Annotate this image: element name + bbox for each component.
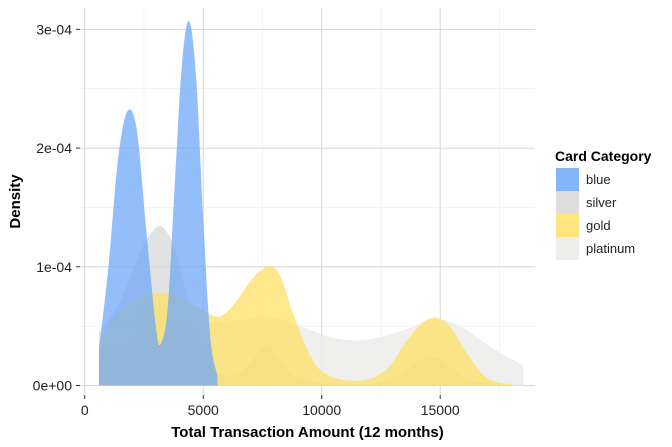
- x-tick-label: 15000: [421, 402, 460, 418]
- y-tick-label: 2e-04: [36, 140, 72, 156]
- legend-swatch-gold: [556, 214, 579, 237]
- legend-swatch-silver: [556, 191, 579, 214]
- density-areas: [98, 20, 524, 386]
- plot-panel: [80, 8, 535, 395]
- legend-label-silver: silver: [586, 195, 617, 210]
- x-tick-label: 5000: [188, 402, 219, 418]
- legend-swatch-blue: [556, 168, 579, 191]
- legend-items: blue silver gold platinum: [556, 168, 635, 260]
- legend-title: Card Category: [555, 148, 652, 164]
- x-axis-ticks: 0 5000 10000 15000: [81, 395, 460, 418]
- legend: Card Category blue silver gold platinum: [555, 148, 652, 260]
- legend-label-gold: gold: [586, 218, 611, 233]
- x-axis-title: Total Transaction Amount (12 months): [171, 424, 444, 441]
- x-tick-label: 0: [81, 402, 89, 418]
- legend-swatch-platinum: [556, 237, 579, 260]
- y-tick-label: 3e-04: [36, 21, 72, 37]
- density-area-blue: [98, 20, 218, 386]
- legend-label-blue: blue: [586, 172, 611, 187]
- y-tick-label: 0e+00: [33, 378, 73, 394]
- y-tick-label: 1e-04: [36, 259, 72, 275]
- legend-label-platinum: platinum: [586, 241, 635, 256]
- y-axis-title: Density: [7, 174, 24, 229]
- y-axis-ticks: 0e+00 1e-04 2e-04 3e-04: [33, 21, 80, 394]
- x-tick-label: 10000: [302, 402, 341, 418]
